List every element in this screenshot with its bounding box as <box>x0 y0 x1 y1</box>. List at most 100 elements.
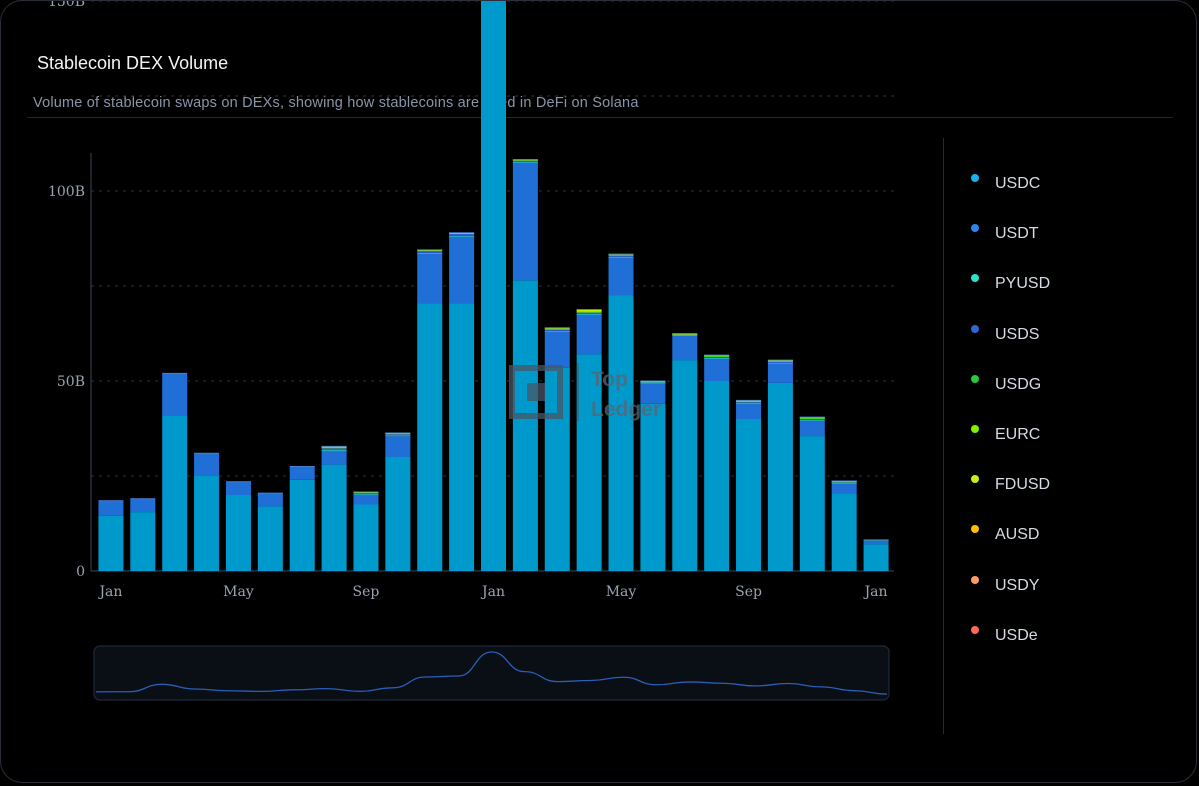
legend-item-usde[interactable]: USDe <box>971 611 1050 661</box>
watermark-line1: Top <box>591 368 628 391</box>
legend-label: PYUSD <box>995 275 1051 293</box>
bar-segment-usdt <box>353 495 379 505</box>
legend-label: USDY <box>995 576 1040 594</box>
bar-segment-pyusd <box>353 494 379 496</box>
bar-segment-usdg <box>704 355 730 358</box>
bar-stack[interactable] <box>98 500 124 571</box>
bar-stack[interactable] <box>767 359 793 571</box>
bar-stack[interactable] <box>608 253 634 571</box>
legend-dot-icon <box>971 425 979 434</box>
bar-stack[interactable] <box>194 452 220 571</box>
bar-stack[interactable] <box>353 491 379 571</box>
bar-stack[interactable] <box>225 481 251 571</box>
x-tick-label: Sep <box>353 584 380 600</box>
bar-stack[interactable] <box>417 249 443 571</box>
bar-segment-usdt <box>417 253 443 304</box>
legend-dot-icon <box>971 475 979 484</box>
bar-stack[interactable] <box>799 416 825 571</box>
bar-segment-pyusd <box>544 330 570 332</box>
legend: USDC USDT PYUSD USDS USDG EURC FDUSD AUSD USDY US… <box>971 159 1050 661</box>
bar-segment-usds <box>353 493 379 495</box>
bar-segment-usdt <box>544 331 570 368</box>
bar-segment-usds <box>385 434 411 436</box>
legend-item-fdusd[interactable]: FDUSD <box>971 460 1050 510</box>
bar-stack[interactable] <box>385 432 411 571</box>
bar-segment-usdt <box>225 481 251 495</box>
bar-segment-usds <box>576 312 602 314</box>
bar-stack[interactable] <box>544 327 570 571</box>
watermark-line2: Ledger <box>591 398 661 421</box>
watermark-logo-icon <box>509 365 563 419</box>
legend-label: USDS <box>995 325 1040 343</box>
bar-segment-usds <box>512 160 538 162</box>
bar-segment-pyusd <box>831 483 857 485</box>
legend-item-eurc[interactable]: EURC <box>971 410 1050 460</box>
bar-stack[interactable] <box>863 539 889 571</box>
bar-segment-usdt <box>672 335 698 361</box>
bar-stack[interactable] <box>512 158 538 571</box>
legend-dot-icon <box>971 224 979 233</box>
x-tick-label: May <box>606 584 637 600</box>
bar-segment-usdt <box>576 314 602 355</box>
y-tick-label: 150B <box>48 1 85 10</box>
legend-item-ausd[interactable]: AUSD <box>971 510 1050 560</box>
legend-label: USDC <box>995 175 1041 193</box>
bar-stack[interactable] <box>481 1 506 572</box>
legend-item-usdg[interactable]: USDG <box>971 360 1050 410</box>
bar-segment-usdt <box>130 498 156 513</box>
bar-segment-usdt <box>98 500 124 516</box>
bar-segment-usdc <box>449 303 475 571</box>
bar-segment-usdc <box>417 303 443 571</box>
legend-item-pyusd[interactable]: PYUSD <box>971 259 1050 309</box>
bar-segment-usdc <box>608 295 634 571</box>
header-divider <box>27 117 1173 118</box>
bar-stack[interactable] <box>831 480 857 571</box>
bar-segment-usdc <box>481 1 506 572</box>
bar-segment-usds <box>799 419 825 421</box>
bar-segment-usdc <box>130 512 156 571</box>
bar-stack[interactable] <box>672 333 698 572</box>
bars <box>98 1 889 572</box>
bar-segment-usdg <box>767 360 793 362</box>
x-tick-label: Jan <box>97 584 122 600</box>
bar-segment-usds <box>449 233 475 236</box>
legend-item-usdc[interactable]: USDC <box>971 159 1050 209</box>
bar-segment-pyusd <box>704 357 730 359</box>
legend-dot-icon <box>971 174 979 183</box>
bar-stack[interactable] <box>640 380 666 571</box>
bar-segment-usdt <box>289 466 315 480</box>
bar-segment-usds <box>321 448 347 451</box>
bar-segment-usdc <box>767 382 793 571</box>
bar-segment-usds <box>767 362 793 364</box>
watermark-logo-inner <box>527 383 545 401</box>
bar-stack[interactable] <box>576 309 602 571</box>
legend-item-usdy[interactable]: USDY <box>971 561 1050 611</box>
legend-dot-icon <box>971 274 979 283</box>
bar-stack[interactable] <box>130 498 156 571</box>
bar-segment-eurc <box>321 447 347 449</box>
bar-stack[interactable] <box>704 354 730 571</box>
bar-segment-usdt <box>608 257 634 296</box>
bar-segment-eurc <box>544 328 570 330</box>
bar-segment-usdt <box>194 453 220 476</box>
bar-stack[interactable] <box>449 232 475 571</box>
bar-segment-usdc <box>799 436 825 571</box>
legend-label: USDT <box>995 225 1039 243</box>
bar-stack[interactable] <box>162 372 188 571</box>
bar-segment-usdc <box>385 457 411 571</box>
legend-dot-icon <box>971 625 979 634</box>
bar-segment-pyusd <box>608 256 634 258</box>
range-navigator[interactable] <box>93 645 890 701</box>
x-tick-labels: Jan May Sep Jan May Sep Jan <box>97 584 887 600</box>
legend-item-usdt[interactable]: USDT <box>971 209 1050 259</box>
bar-stack[interactable] <box>736 399 762 571</box>
bar-stack[interactable] <box>321 445 347 571</box>
x-tick-label: Jan <box>480 584 505 600</box>
bar-stack[interactable] <box>257 492 283 571</box>
bar-segment-usdc <box>831 493 857 571</box>
bar-segment-usdc <box>704 381 730 571</box>
legend-item-usds[interactable]: USDS <box>971 310 1050 360</box>
bar-stack[interactable] <box>289 466 315 572</box>
bar-segment-usdc <box>353 504 379 571</box>
